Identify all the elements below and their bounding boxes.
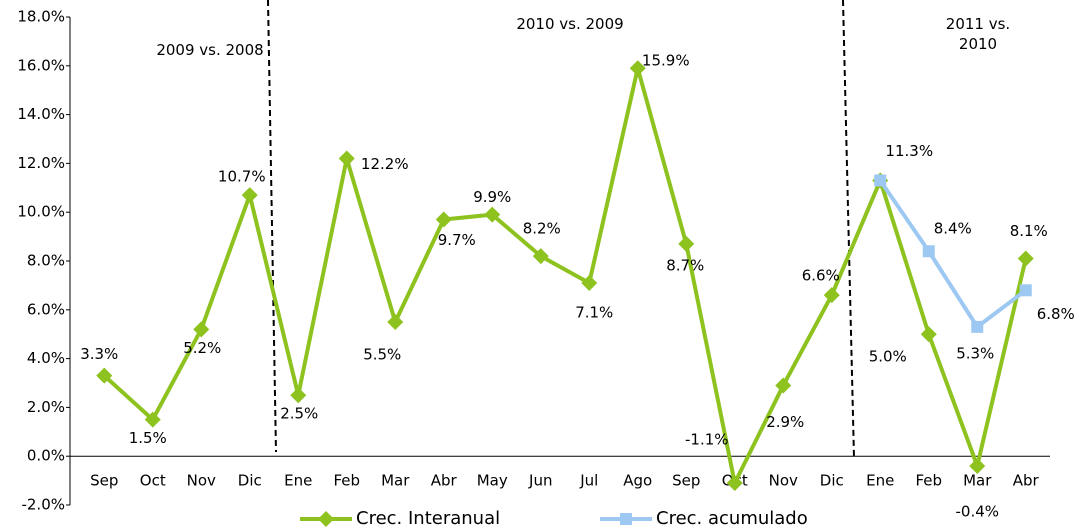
marker [969, 457, 986, 474]
x-tick-label: Ene [284, 472, 312, 490]
data-label: 5.5% [363, 346, 401, 364]
y-tick-label: 10.0% [17, 203, 65, 221]
legend-label: Crec. acumulado [656, 508, 808, 529]
marker [726, 475, 743, 492]
data-label: 5.3% [956, 344, 994, 362]
marker [338, 150, 355, 167]
y-tick-label: -2.0% [21, 496, 65, 514]
data-label: 6.8% [1037, 305, 1075, 323]
marker [241, 187, 258, 204]
marker [1017, 250, 1034, 267]
data-label: 8.7% [666, 256, 704, 274]
separator [842, 0, 855, 459]
data-label: 9.7% [438, 231, 476, 249]
x-tick-label: Mar [381, 472, 410, 490]
y-tick-label: 4.0% [27, 349, 65, 367]
x-tick-label: Abr [1013, 472, 1040, 490]
x-tick-label: Mar [963, 472, 992, 490]
y-tick-label: 12.0% [17, 154, 65, 172]
marker [193, 321, 210, 338]
y-tick-label: 8.0% [27, 252, 65, 270]
marker [874, 174, 887, 187]
marker [387, 314, 404, 330]
marker [1019, 284, 1032, 297]
x-tick-label: Dic [820, 472, 844, 490]
marker [581, 274, 598, 291]
separator [267, 0, 277, 453]
x-tick-label: Nov [187, 472, 216, 490]
x-tick-label: May [477, 472, 508, 490]
x-tick-label: Nov [769, 472, 798, 490]
marker [484, 206, 501, 223]
marker [290, 387, 307, 404]
marker [629, 60, 646, 77]
marker [678, 235, 695, 252]
x-tick-label: Jun [528, 472, 552, 490]
marker [922, 245, 935, 258]
data-label: 6.6% [802, 267, 840, 285]
series-line [878, 179, 1027, 329]
legend-label: Crec. Interanual [356, 508, 500, 529]
marker [823, 287, 840, 304]
marker [435, 211, 452, 228]
data-label: 1.5% [129, 429, 167, 447]
y-tick-label: 2.0% [27, 398, 65, 416]
marker [775, 377, 792, 394]
data-label: 7.1% [575, 303, 613, 321]
x-tick-label: Sep [672, 472, 700, 490]
annotation: 2010 vs. 2009 [516, 15, 624, 33]
data-label: 11.3% [885, 142, 933, 160]
x-tick-label: Dic [238, 472, 262, 490]
x-tick-label: Feb [915, 472, 942, 490]
data-label: 8.4% [934, 220, 972, 238]
marker [971, 320, 984, 333]
data-label: 2.9% [766, 413, 804, 431]
data-label: 3.3% [80, 345, 118, 363]
data-label: 8.2% [523, 220, 561, 238]
data-label: 10.7% [218, 168, 266, 186]
legend-marker [620, 513, 632, 525]
data-label: 15.9% [642, 52, 690, 70]
y-tick-label: 16.0% [17, 56, 65, 74]
data-label: 9.9% [473, 188, 511, 206]
y-tick-label: 0.0% [27, 447, 65, 465]
marker [144, 411, 161, 428]
x-tick-label: Oct [140, 472, 166, 490]
x-tick-label: Jul [579, 472, 598, 490]
marker [920, 326, 937, 343]
data-label: -1.1% [685, 431, 729, 449]
marker [96, 367, 113, 384]
y-tick-label: 18.0% [17, 8, 65, 26]
x-tick-label: Ago [623, 472, 652, 490]
data-label: 12.2% [361, 155, 409, 173]
x-tick-label: Feb [333, 472, 360, 490]
y-tick-label: 6.0% [27, 300, 65, 318]
data-label: 2.5% [280, 405, 318, 423]
x-tick-label: Sep [90, 472, 118, 490]
x-tick-label: Abr [431, 472, 458, 490]
data-label: 5.0% [869, 348, 907, 366]
series-line [102, 66, 1028, 486]
annotation: 2009 vs. 2008 [156, 41, 264, 59]
data-label: 8.1% [1010, 222, 1048, 240]
annotation: 2011 vs. 2010 [945, 15, 1011, 53]
y-tick-label: 14.0% [17, 105, 65, 123]
legend-marker [318, 511, 334, 527]
data-label: -0.4% [955, 502, 999, 520]
marker [532, 248, 549, 265]
x-tick-label: Ene [866, 472, 894, 490]
data-label: 5.2% [183, 339, 221, 357]
